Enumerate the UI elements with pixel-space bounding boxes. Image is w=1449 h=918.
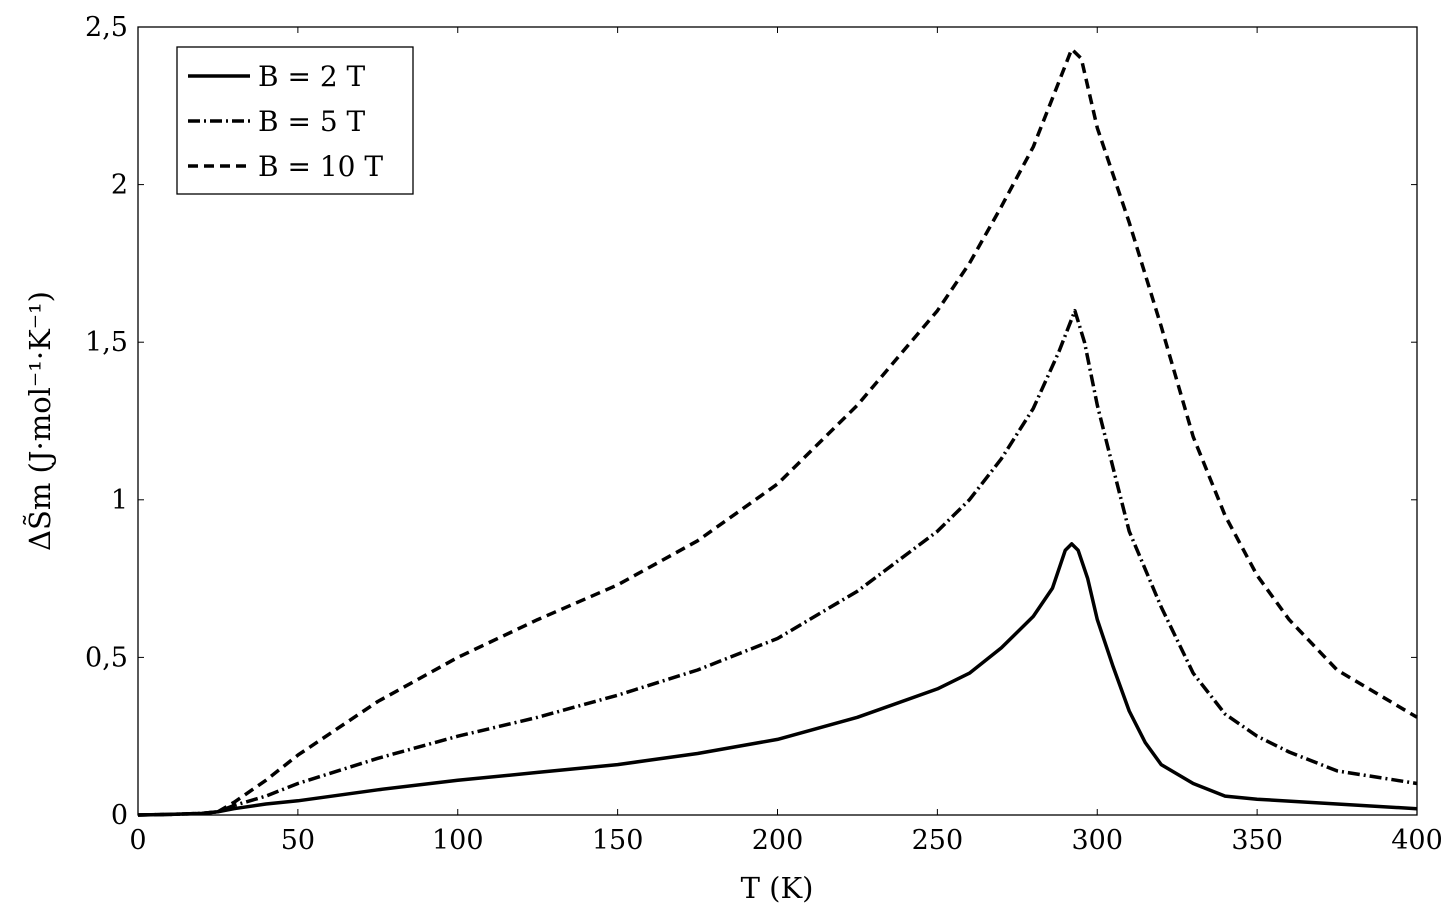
y-tick-label: 1 (111, 485, 128, 516)
y-tick-label: 2 (111, 170, 128, 201)
x-tick-label: 0 (129, 825, 146, 856)
x-tick-label: 300 (1071, 825, 1123, 856)
y-axis-label: ΔS̃m (J·mol⁻¹·K⁻¹) (23, 291, 57, 551)
x-tick-label: 400 (1391, 825, 1443, 856)
x-tick-label: 50 (281, 825, 315, 856)
x-tick-label: 100 (432, 825, 484, 856)
legend: B = 2 T B = 5 T B = 10 T (176, 46, 414, 195)
y-tick-label: 2,5 (85, 12, 128, 43)
x-tick-label: 150 (592, 825, 644, 856)
legend-label-b2: B = 2 T (258, 60, 366, 93)
series-layer (137, 47, 1418, 817)
x-tick-label: 250 (912, 825, 964, 856)
series-line-0 (137, 542, 1418, 817)
ticks-layer: 0 50 100 150 200 250 300 350 400 0 0,5 1 1,5 2 2,5 (85, 12, 1443, 856)
y-tick-label: 1,5 (85, 327, 128, 358)
legend-label-b5: B = 5 T (258, 105, 366, 138)
series-line-1 (137, 308, 1418, 817)
x-axis-label: T (K) (741, 871, 814, 905)
x-tick-label: 350 (1231, 825, 1283, 856)
y-tick-label: 0,5 (85, 642, 128, 673)
legend-label-b10: B = 10 T (258, 150, 383, 183)
x-tick-label: 200 (752, 825, 804, 856)
y-tick-label: 0 (111, 800, 128, 831)
series-line-2 (137, 47, 1418, 817)
